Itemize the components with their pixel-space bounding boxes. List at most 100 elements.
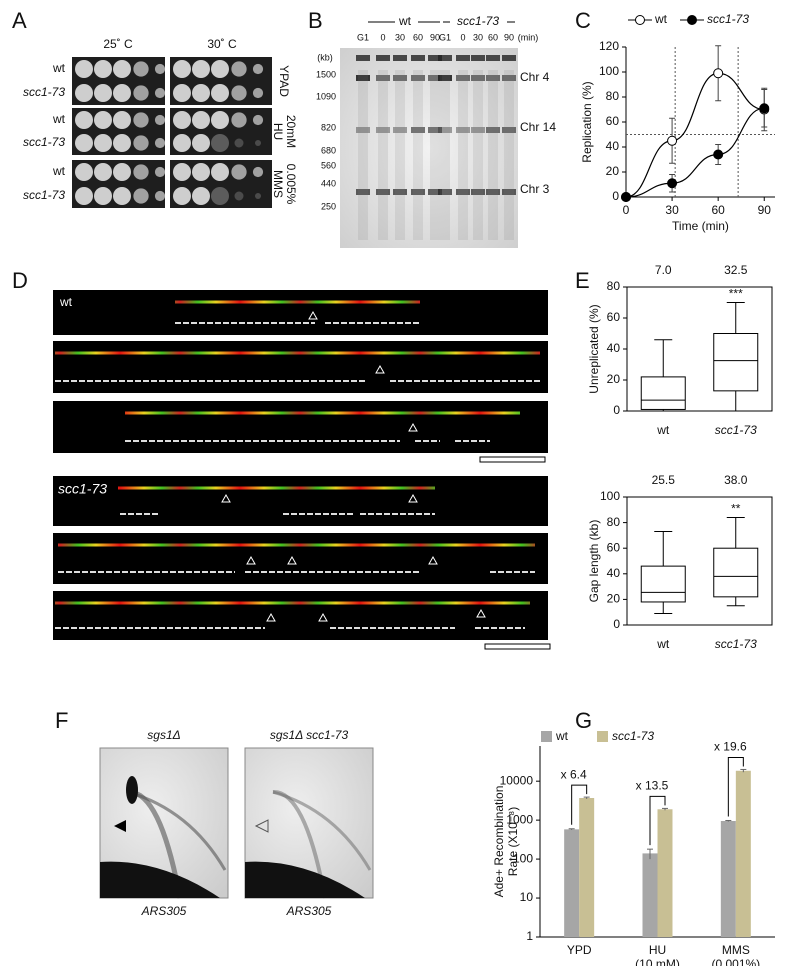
colony-spot <box>173 111 191 129</box>
legend-swatch <box>541 731 552 742</box>
box <box>713 547 759 598</box>
value-label: 32.5 <box>724 263 748 277</box>
smear <box>473 70 483 240</box>
colony-spot <box>154 137 166 149</box>
smear <box>488 70 498 240</box>
colony-spot <box>75 84 93 102</box>
gap-marker <box>408 493 418 503</box>
band <box>411 75 425 81</box>
gap-marker <box>308 310 318 320</box>
colony-spot <box>255 193 261 199</box>
y-axis-label: Unreplicated (%) <box>587 304 601 393</box>
colony-spot <box>211 134 229 152</box>
band <box>456 189 470 195</box>
gap-marker <box>287 555 297 565</box>
colony-spot <box>231 112 247 128</box>
colony-spot <box>94 60 112 78</box>
band <box>486 127 500 133</box>
colony-spot <box>173 163 191 181</box>
y-axis-label: Gap length (kb) <box>587 520 601 603</box>
box <box>713 333 759 392</box>
colony-spot <box>211 111 229 129</box>
fiber-image <box>53 290 548 335</box>
legend-marker <box>687 15 697 25</box>
colony-spot <box>154 63 166 75</box>
y-axis-label: Replication (%) <box>580 81 594 162</box>
fold-label: x 6.4 <box>561 767 587 781</box>
colony-spot <box>192 111 210 129</box>
y-tick-label: 0 <box>612 189 619 203</box>
colony-spot <box>133 188 149 204</box>
smear <box>413 70 423 240</box>
size-marker: 680 <box>321 145 336 155</box>
arrowhead <box>114 820 126 832</box>
lane-label: 60 <box>413 32 423 42</box>
lane-label: G1 <box>357 32 369 42</box>
colony-spot <box>133 164 149 180</box>
gap-marker <box>246 555 256 565</box>
y-tick-label: 20 <box>606 164 620 178</box>
panel-label: B <box>308 8 323 33</box>
fold-label: x 13.5 <box>636 779 669 793</box>
lane-label: 0 <box>380 32 385 42</box>
group-label: scc1-73 <box>457 14 499 28</box>
strain-label: scc1-73 <box>23 85 65 99</box>
group-label: wt <box>398 14 412 28</box>
x-tick-label: (0.001%) <box>711 957 760 966</box>
strain-label: wt <box>59 295 73 309</box>
gel <box>340 48 518 248</box>
colony-spot <box>211 60 229 78</box>
colony-spot <box>94 111 112 129</box>
y-tick-label: 100 <box>600 489 620 503</box>
condition: HU <box>271 123 285 140</box>
colony-spot <box>75 111 93 129</box>
lane-unit: (min) <box>518 32 539 42</box>
band <box>502 127 516 133</box>
panel-label: D <box>12 268 28 293</box>
colony-spot <box>113 111 131 129</box>
band <box>438 189 452 195</box>
bracket <box>571 784 588 825</box>
size-marker: 440 <box>321 178 336 188</box>
smear <box>395 70 405 240</box>
temperature: 30˚ C <box>207 37 237 51</box>
x-tick-label: 0 <box>623 203 630 217</box>
colony-spot <box>234 191 244 201</box>
x-tick-label: scc1-73 <box>715 637 757 651</box>
series-line <box>625 107 765 198</box>
strain-label: wt <box>52 164 66 178</box>
legend-label: scc1-73 <box>707 12 749 26</box>
x-tick-label: wt <box>656 637 670 651</box>
fiber-image <box>53 591 548 640</box>
gap-marker <box>375 364 385 374</box>
y-tick-label: 40 <box>607 341 621 355</box>
y-tick-label: 60 <box>606 114 620 128</box>
strain-title: sgs1Δ scc1-73 <box>270 728 349 742</box>
band <box>471 75 485 81</box>
marker <box>759 103 770 114</box>
colony-spot <box>255 140 261 146</box>
colony-spot <box>173 60 191 78</box>
band <box>502 75 516 81</box>
size-marker: 250 <box>321 201 336 211</box>
band <box>356 127 370 133</box>
plot-frame <box>626 496 773 626</box>
colony-spot <box>252 87 264 99</box>
colony-spot <box>231 61 247 77</box>
bar <box>579 798 595 937</box>
gap-marker <box>428 555 438 565</box>
band <box>376 189 390 195</box>
significance: ** <box>731 502 741 516</box>
strain-label: scc1-73 <box>23 188 65 202</box>
colony-spot <box>231 85 247 101</box>
y-tick-label: 100 <box>513 851 533 865</box>
value-label: 7.0 <box>655 263 672 277</box>
band <box>356 75 370 81</box>
x-tick-label: HU <box>649 943 666 957</box>
y-tick-label: 60 <box>607 540 621 554</box>
colony-spot <box>75 163 93 181</box>
legend-label: wt <box>555 729 569 743</box>
band <box>428 127 442 133</box>
band <box>393 75 407 81</box>
x-tick-label: scc1-73 <box>715 423 757 437</box>
